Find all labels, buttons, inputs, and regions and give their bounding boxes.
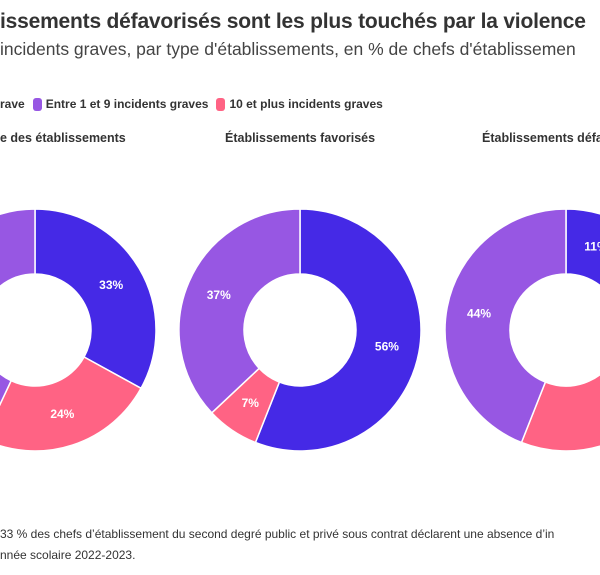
legend-item-none: rave bbox=[0, 97, 25, 111]
legend-swatch bbox=[32, 97, 42, 111]
slice-label: 33% bbox=[99, 278, 123, 292]
donut-slice bbox=[254, 208, 422, 452]
chart-title-favorises: Établissements favorisés bbox=[225, 131, 376, 145]
chart-title-defavorises: Établissements défa bbox=[482, 131, 600, 145]
legend-swatch bbox=[216, 97, 226, 111]
footnote-line-2: nnée scolaire 2022-2023. bbox=[0, 548, 136, 562]
donut-slice bbox=[0, 355, 143, 452]
slice-label: 56% bbox=[375, 340, 399, 354]
donut-slice bbox=[565, 208, 600, 287]
donut-slice bbox=[178, 208, 301, 414]
chart-subtitle: incidents graves, par type d'établisseme… bbox=[0, 39, 576, 59]
legend-label: rave bbox=[0, 97, 25, 111]
legend-item-10-plus: 10 et plus incidents graves bbox=[216, 97, 383, 111]
slice-label: 7% bbox=[242, 396, 260, 410]
chart-title: issements défavorisés sont les plus touc… bbox=[0, 10, 586, 33]
legend-label: 10 et plus incidents graves bbox=[229, 97, 383, 111]
donut-slice bbox=[0, 208, 36, 407]
donut-slice bbox=[34, 208, 157, 390]
legend: rave Entre 1 et 9 incidents graves 10 et… bbox=[0, 97, 391, 111]
slice-label: 11% bbox=[584, 240, 600, 254]
footnote-line-1: 33 % des chefs d’établissement du second… bbox=[0, 527, 555, 541]
donut-slice bbox=[444, 208, 567, 444]
slice-label: 44% bbox=[467, 306, 491, 320]
slice-label: 24% bbox=[50, 407, 74, 421]
legend-item-1-9: Entre 1 et 9 incidents graves bbox=[32, 97, 209, 111]
chart-title-all: e des établissements bbox=[0, 131, 126, 145]
slice-label: 37% bbox=[207, 288, 231, 302]
legend-label: Entre 1 et 9 incidents graves bbox=[45, 97, 209, 111]
